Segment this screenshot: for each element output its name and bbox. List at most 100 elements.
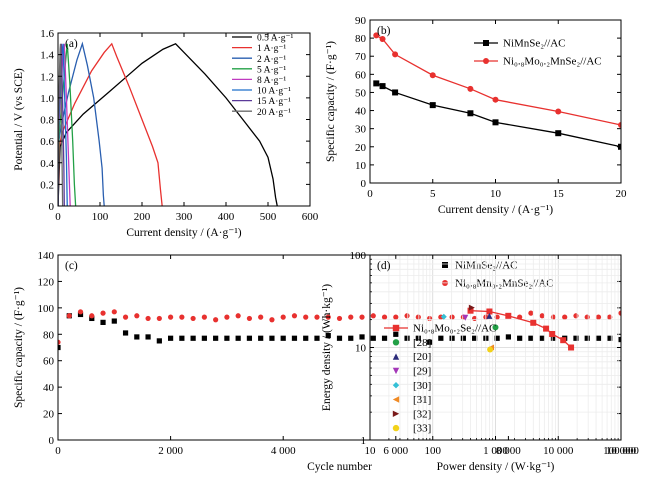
panel-c: 0 2 000 4 000 6 000 8 000 10 000 0 20 40 60 80 100 1… bbox=[13, 250, 637, 473]
x-tick-label: 100 bbox=[425, 445, 442, 457]
plot-area-c bbox=[58, 309, 621, 351]
data-point bbox=[393, 331, 399, 337]
series-b-0 bbox=[373, 80, 621, 150]
x-tick-label: 10 bbox=[365, 445, 377, 457]
y-tick-label: 120 bbox=[38, 276, 55, 288]
y-tick-label: 40 bbox=[43, 382, 55, 394]
legend-label: 8 A·g⁻¹ bbox=[257, 76, 286, 86]
data-point bbox=[224, 314, 230, 320]
legend-label: 15 A·g⁻¹ bbox=[257, 97, 291, 107]
legend-marker bbox=[483, 58, 489, 64]
series-line bbox=[375, 34, 621, 126]
series-line bbox=[376, 82, 621, 148]
y-tick-label: 100 bbox=[38, 303, 55, 315]
x-axis-title: Power density / (W·kg⁻¹) bbox=[437, 461, 555, 473]
legend-label: 0.5 A·g⁻¹ bbox=[257, 34, 294, 44]
data-point bbox=[156, 338, 162, 344]
legend-item: [28] bbox=[392, 337, 431, 349]
data-point bbox=[246, 335, 253, 341]
legend-label: Ni₀.₈Mn₀.₂MnSe₂//AC bbox=[455, 278, 554, 290]
x-tick-label: 6 000 bbox=[383, 445, 408, 457]
y-axis-title: Specific capacity / (F·g⁻¹) bbox=[325, 41, 337, 162]
series-a-2 bbox=[58, 41, 105, 206]
data-point bbox=[467, 85, 474, 92]
data-point bbox=[404, 335, 410, 341]
y-tick-label: 20 bbox=[355, 142, 367, 154]
data-point bbox=[58, 339, 61, 345]
legend-item: 15 A·g⁻¹ bbox=[232, 97, 291, 107]
legend-item: [31] bbox=[392, 394, 431, 406]
legend-label: [31] bbox=[413, 394, 431, 406]
data-point bbox=[111, 318, 117, 324]
data-point bbox=[584, 314, 590, 320]
series-a-0 bbox=[58, 43, 278, 206]
axes-b: 0 5 10 15 20 0 10 20 30 40 50 60 70 80 90 Current densi… bbox=[325, 15, 627, 216]
data-point bbox=[235, 313, 241, 319]
data-point bbox=[494, 335, 500, 341]
data-point bbox=[246, 315, 253, 322]
data-point bbox=[393, 314, 399, 320]
data-point bbox=[381, 335, 388, 341]
x-tick-label: 2 000 bbox=[158, 445, 183, 457]
data-point bbox=[258, 314, 264, 320]
series-d-7 bbox=[487, 346, 494, 353]
data-point bbox=[555, 130, 562, 137]
data-point bbox=[555, 108, 562, 115]
legend-a: 0.5 A·g⁻¹1 A·g⁻¹2 A·g⁻¹5 A·g⁻¹8 A·g⁻¹10 … bbox=[232, 34, 294, 118]
data-point bbox=[314, 335, 320, 341]
panel-label: (b) bbox=[377, 25, 391, 37]
y-tick-label: 1 bbox=[361, 435, 367, 447]
y-tick-label: 0 bbox=[361, 178, 367, 190]
data-point bbox=[336, 315, 343, 322]
data-point bbox=[224, 335, 230, 341]
data-point bbox=[89, 313, 95, 319]
x-tick-label: 10 000 bbox=[606, 445, 637, 457]
y-tick-label: 70 bbox=[355, 51, 367, 63]
data-point bbox=[190, 335, 196, 341]
data-point bbox=[370, 313, 376, 319]
plot-area-d bbox=[440, 304, 575, 353]
data-point bbox=[100, 319, 106, 325]
legend-label: 1 A·g⁻¹ bbox=[257, 44, 286, 54]
data-point bbox=[568, 344, 575, 351]
legend-item: [29] bbox=[392, 366, 431, 378]
legend-item: 20 A·g⁻¹ bbox=[232, 108, 291, 118]
data-point bbox=[235, 335, 241, 341]
y-tick-label: 0.2 bbox=[40, 179, 54, 191]
data-point bbox=[429, 102, 436, 109]
data-point bbox=[269, 317, 275, 323]
data-point bbox=[66, 313, 72, 319]
legend-label: [29] bbox=[413, 366, 431, 378]
x-tick-label: 400 bbox=[218, 211, 235, 223]
legend-marker bbox=[392, 339, 400, 346]
y-tick-label: 10 bbox=[355, 343, 367, 355]
y-tick-label: 0 bbox=[49, 435, 55, 447]
data-point bbox=[269, 335, 275, 341]
panel-a: 0 100 200 300 400 500 600 0 0.2 0.4 0.6 0.8 1.0 1.2 1.… bbox=[13, 28, 319, 239]
y-tick-label: 80 bbox=[355, 33, 367, 45]
y-axis-title: Specific capacity / (F·g⁻¹) bbox=[13, 287, 25, 408]
legend-item: 8 A·g⁻¹ bbox=[232, 76, 286, 86]
legend-label: 2 A·g⁻¹ bbox=[257, 55, 286, 65]
legend-label: [33] bbox=[413, 423, 431, 435]
y-axis-title: Energy density / (Wh·kg⁻¹) bbox=[321, 284, 333, 411]
data-point bbox=[584, 335, 590, 341]
data-point bbox=[190, 315, 196, 322]
y-tick-label: 90 bbox=[355, 15, 367, 27]
data-point bbox=[607, 335, 613, 341]
legend-marker bbox=[392, 367, 400, 375]
data-point bbox=[280, 335, 286, 341]
data-point bbox=[179, 314, 185, 320]
data-point bbox=[89, 315, 95, 322]
y-tick-label: 0.4 bbox=[40, 158, 54, 170]
legend-item: 2 A·g⁻¹ bbox=[232, 55, 286, 65]
data-point bbox=[530, 319, 537, 326]
legend-label: [32] bbox=[413, 408, 431, 420]
data-point bbox=[449, 335, 455, 341]
data-point bbox=[492, 324, 499, 331]
y-tick-label: 60 bbox=[43, 356, 55, 368]
data-point bbox=[336, 335, 343, 341]
legend-label: 20 A·g⁻¹ bbox=[257, 108, 291, 118]
